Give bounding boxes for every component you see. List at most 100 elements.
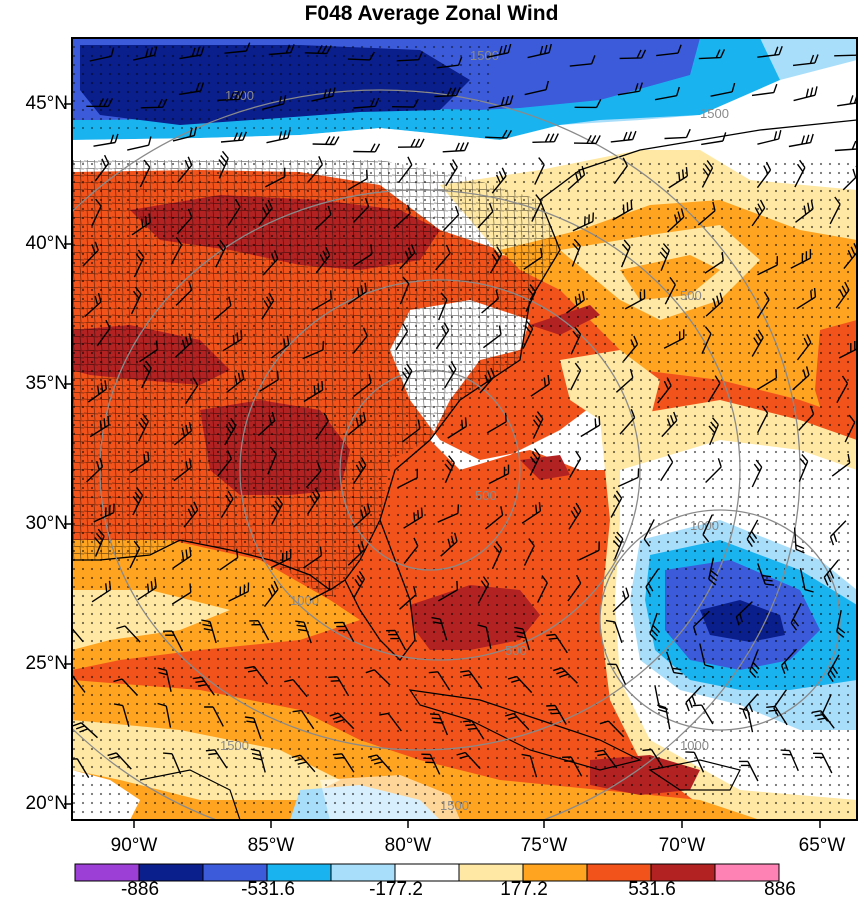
wind-barb [353, 503, 371, 528]
wind-barb [93, 503, 115, 523]
wind-barb [163, 752, 182, 775]
stipple-overlay-north [72, 38, 492, 133]
wind-barb [352, 197, 370, 223]
wind-barb [751, 83, 778, 97]
wind-barb [746, 519, 759, 547]
wind-barb [137, 578, 157, 601]
wind-barb [312, 136, 340, 146]
wind-barb [491, 167, 507, 194]
wind-barb [183, 501, 199, 528]
wind-barb [654, 86, 680, 101]
wind-barb [401, 419, 421, 443]
wind-barb [304, 44, 332, 55]
wind-barb [756, 405, 769, 434]
wind-barb [444, 361, 457, 389]
wind-barb [157, 667, 172, 692]
wind-barb [735, 601, 753, 626]
wind-barb [530, 375, 550, 397]
hispaniola-coast [648, 759, 741, 791]
wind-barb [661, 411, 678, 438]
wind-barb [697, 201, 716, 226]
wind-barb [87, 380, 107, 403]
wind-barb [107, 752, 132, 770]
contour-label: 1500 [440, 798, 469, 813]
wind-barb [643, 519, 655, 547]
wind-barb [698, 49, 726, 60]
wind-barb [780, 648, 798, 675]
wind-barb [127, 136, 152, 151]
wind-barb [379, 712, 402, 732]
wind-barb [660, 454, 674, 482]
lat-ticks [64, 103, 72, 805]
wind-barb [445, 159, 458, 187]
wind-barb [798, 454, 809, 482]
wind-barb [701, 326, 712, 354]
wind-barb [571, 238, 581, 267]
wind-barb [307, 156, 324, 183]
wind-barb [823, 559, 839, 586]
wind-barb [570, 362, 582, 391]
wind-barb [792, 366, 810, 391]
wind-barb [829, 520, 847, 546]
contour-label: 500 [680, 288, 702, 303]
wind-barb [757, 563, 775, 586]
wind-barb [617, 468, 640, 488]
wind-barb [536, 575, 548, 603]
wind-barb [742, 693, 759, 720]
wind-barb [484, 506, 504, 530]
lon-label-70: 70°W [658, 835, 706, 856]
wind-barb [642, 748, 664, 769]
wind-barb [334, 621, 355, 643]
wind-barb [521, 753, 538, 778]
contour-label: 500 [505, 643, 527, 658]
wind-barb [546, 633, 568, 654]
wind-barb [401, 363, 413, 391]
wind-barb [491, 541, 503, 570]
wind-barb [96, 319, 111, 347]
wind-barb [605, 619, 623, 644]
wind-barb [131, 213, 151, 236]
wind-barb [488, 464, 510, 485]
wind-barb [82, 241, 99, 267]
wind-barb [393, 204, 411, 229]
wind-barb [663, 329, 685, 349]
wind-barb [570, 326, 582, 355]
wind-barb [171, 583, 192, 605]
wind-barb [708, 557, 719, 586]
wind-barb [610, 130, 637, 143]
lon-label-85: 85°W [247, 835, 295, 856]
wind-barb [460, 670, 483, 690]
lon-label-90: 90°W [110, 835, 158, 856]
wind-barb [173, 458, 192, 482]
colorbar-label: 177.2 [500, 879, 548, 900]
wind-barb [573, 134, 601, 145]
wind-barb [529, 448, 541, 476]
wind-barb [532, 411, 544, 439]
wind-barb [552, 667, 578, 684]
wind-barb [834, 140, 857, 152]
wind-barb [227, 198, 241, 226]
lat-label-30: 30°N [25, 513, 68, 534]
wind-barb [220, 490, 234, 519]
wind-barb [353, 457, 367, 484]
wind-barb [315, 412, 329, 440]
contour-label-group: 1500 1500 1500 500 1000 1000 500 1000 15… [220, 48, 729, 813]
wind-barb [594, 749, 618, 769]
wind-barb [332, 753, 355, 773]
colorbar-label: 531.6 [628, 879, 676, 900]
wind-barb [442, 205, 460, 232]
wind-barb [347, 169, 368, 191]
wind-barb [796, 334, 812, 361]
wind-barb [702, 514, 713, 543]
wind-barb [315, 246, 331, 274]
wind-barb [192, 676, 215, 696]
wind-barb [580, 416, 601, 438]
lat-label-45: 45°N [25, 93, 68, 114]
wind-barb [163, 630, 183, 651]
wind-barb [259, 370, 279, 392]
wind-barb [749, 650, 760, 679]
wind-barb [522, 321, 534, 349]
wind-barb [314, 205, 332, 231]
wind-barb [708, 417, 719, 446]
wind-barb [391, 98, 419, 108]
